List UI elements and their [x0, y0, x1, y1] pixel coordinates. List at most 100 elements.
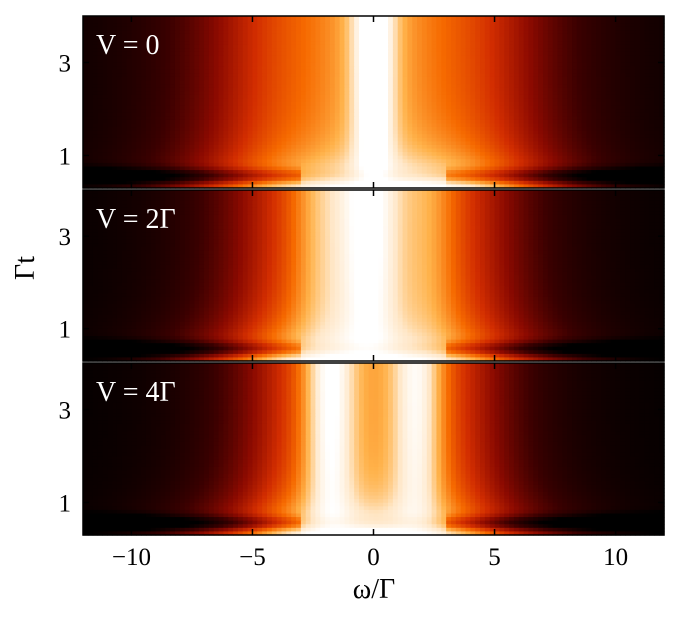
heatmap-cell [402, 130, 408, 135]
heatmap-cell [552, 16, 559, 21]
heatmap-cell [596, 80, 602, 85]
heatmap-cell [155, 59, 162, 64]
heatmap-cell [344, 73, 350, 78]
heatmap-cell [562, 69, 568, 74]
heatmap-cell [446, 84, 452, 89]
heatmap-cell [165, 80, 171, 85]
heatmap-cell [450, 19, 457, 24]
heatmap-cell [649, 102, 655, 107]
heatmap-cell [475, 30, 481, 35]
heatmap-cell [189, 37, 195, 42]
heatmap-cell [407, 23, 413, 28]
heatmap-cell [465, 26, 471, 31]
heatmap-cell [392, 84, 399, 89]
heatmap-cell [581, 112, 588, 117]
heatmap-cell [126, 98, 133, 103]
heatmap-cell [576, 130, 583, 135]
heatmap-cell [320, 155, 326, 160]
heatmap-cell [634, 109, 641, 114]
heatmap-cell [407, 137, 413, 143]
heatmap-cell [518, 94, 525, 100]
heatmap-cell [470, 91, 476, 96]
heatmap-cell [363, 137, 370, 143]
heatmap-cell [639, 69, 646, 74]
heatmap-cell [499, 19, 505, 24]
heatmap-cell [107, 162, 113, 168]
heatmap-cell [310, 148, 316, 153]
heatmap-cell [634, 55, 641, 60]
heatmap-cell [499, 80, 505, 85]
heatmap-cell [286, 127, 292, 132]
heatmap-cell [291, 84, 297, 89]
heatmap-cell [615, 23, 622, 28]
heatmap-cell [499, 33, 505, 39]
heatmap-cell [354, 159, 360, 164]
heatmap-cell [523, 48, 530, 53]
heatmap-cell [136, 141, 142, 146]
heatmap-cell [300, 76, 307, 82]
heatmap-cell [567, 137, 573, 143]
heatmap-cell [242, 62, 249, 67]
heatmap-cell [199, 62, 205, 67]
heatmap-cell [315, 30, 321, 35]
heatmap-cell [141, 152, 147, 157]
heatmap-cell [630, 112, 636, 117]
heatmap-cell [358, 16, 365, 21]
heatmap-cell [446, 69, 452, 74]
heatmap-cell [601, 112, 607, 117]
heatmap-cell [596, 94, 602, 100]
heatmap-cell [475, 55, 481, 60]
heatmap-cell [131, 116, 137, 121]
heatmap-cell [271, 112, 278, 117]
heatmap-cell [189, 141, 195, 146]
heatmap-cell [436, 159, 442, 164]
heatmap-cell [373, 76, 379, 82]
heatmap-cell [533, 26, 539, 31]
heatmap-cell [513, 76, 520, 82]
heatmap-cell [528, 84, 534, 89]
heatmap-cell [155, 162, 162, 168]
heatmap-cell [533, 123, 539, 128]
heatmap-cell [291, 127, 297, 132]
heatmap-cell [504, 123, 510, 128]
heatmap-cell [494, 59, 500, 64]
heatmap-cell [562, 145, 568, 150]
heatmap-cell [373, 148, 379, 153]
heatmap-cell [480, 148, 486, 153]
heatmap-cell [484, 30, 491, 35]
heatmap-cell [136, 102, 142, 107]
heatmap-cell [441, 148, 447, 153]
heatmap-cell [421, 109, 428, 114]
heatmap-cell [305, 119, 312, 125]
heatmap-cell [286, 112, 292, 117]
heatmap-cell [92, 30, 99, 35]
heatmap-cell [92, 145, 99, 150]
heatmap-cell [586, 87, 592, 92]
heatmap-cell [572, 130, 578, 135]
heatmap-cell [131, 130, 137, 135]
heatmap-cell [329, 98, 336, 103]
heatmap-cell [509, 48, 515, 53]
heatmap-cell [305, 152, 312, 157]
heatmap-cell [339, 69, 346, 74]
heatmap-cell [228, 127, 234, 132]
heatmap-cell [262, 23, 268, 28]
heatmap-cell [131, 145, 137, 150]
heatmap-cell [601, 109, 607, 114]
heatmap-cell [547, 98, 554, 103]
heatmap-cell [441, 87, 447, 92]
heatmap-cell [407, 123, 413, 128]
heatmap-cell [586, 119, 592, 125]
heatmap-cell [315, 137, 321, 143]
heatmap-cell [518, 55, 525, 60]
heatmap-cell [213, 51, 220, 57]
heatmap-cell [145, 119, 152, 125]
heatmap-cell [460, 69, 467, 74]
heatmap-cell [509, 155, 515, 160]
heatmap-cell [296, 55, 302, 60]
heatmap-cell [417, 145, 423, 150]
heatmap-cell [373, 119, 379, 125]
heatmap-cell [276, 141, 283, 146]
heatmap-cell [305, 26, 312, 31]
heatmap-cell [504, 91, 510, 96]
